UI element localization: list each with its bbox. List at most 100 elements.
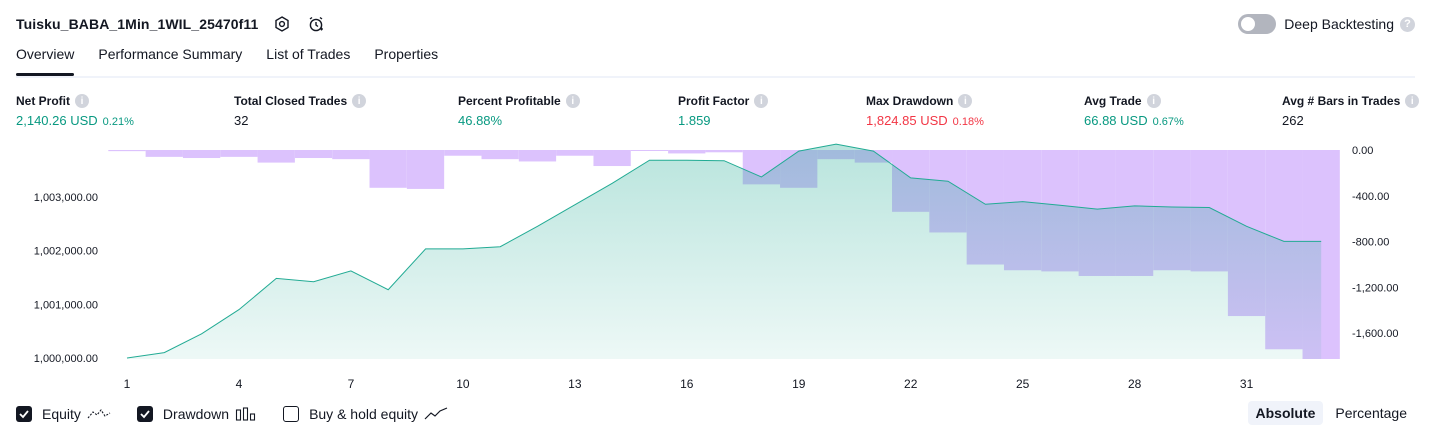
- metric-label: Total Closed Trades: [234, 94, 348, 108]
- info-icon[interactable]: i: [1146, 94, 1161, 108]
- metric-label: Net Profit: [16, 94, 70, 108]
- deep-backtesting-label: Deep Backtesting: [1284, 16, 1394, 32]
- metric-label: Max Drawdown: [866, 94, 954, 108]
- alarm-clock-icon[interactable]: [306, 14, 326, 34]
- equity-line-icon: [87, 407, 111, 421]
- equity-area: [127, 144, 1322, 359]
- x-tick-label: 22: [904, 377, 918, 391]
- drawdown-bar: [145, 150, 183, 157]
- metric-net-profit: Net Profit i 2,140.26 USD 0.21%: [16, 94, 134, 128]
- left-tick-label: 1,001,000.00: [34, 299, 98, 311]
- drawdown-bar: [481, 150, 519, 160]
- tab-overview[interactable]: Overview: [16, 46, 75, 76]
- metric-profit-factor: Profit Factor i 1.859: [678, 94, 769, 128]
- right-tick-label: -1,600.00: [1352, 328, 1398, 340]
- info-icon[interactable]: i: [565, 94, 580, 108]
- x-tick-label: 19: [792, 377, 806, 391]
- info-icon[interactable]: i: [352, 94, 367, 108]
- legend-buy-hold[interactable]: Buy & hold equity: [283, 406, 448, 422]
- metric-value: 1,824.85 USD: [866, 113, 948, 128]
- metric-value: 32: [234, 113, 249, 128]
- x-tick-label: 7: [348, 377, 355, 391]
- right-axis: 0.00 -400.00 -800.00 -1,200.00 -1,600.00: [1352, 145, 1398, 340]
- right-tick-label: -1,200.00: [1352, 282, 1398, 294]
- metric-label: Avg # Bars in Trades: [1282, 94, 1401, 108]
- tab-performance-summary[interactable]: Performance Summary: [98, 46, 243, 62]
- metric-pct: 0.67%: [1152, 116, 1184, 128]
- x-tick-label: 1: [124, 377, 131, 391]
- info-icon[interactable]: i: [754, 94, 769, 108]
- tab-properties[interactable]: Properties: [374, 46, 439, 62]
- legend-label: Buy & hold equity: [309, 406, 419, 422]
- left-tick-label: 1,003,000.00: [34, 192, 98, 204]
- legend-label: Drawdown: [162, 406, 230, 422]
- x-tick-label: 16: [680, 377, 694, 391]
- equity-drawdown-chart[interactable]: 1,000,000.00 1,001,000.00 1,002,000.00 1,00…: [0, 140, 1431, 395]
- buy-hold-checkbox[interactable]: [283, 406, 300, 422]
- chart-legend: Equity Drawdown Buy & hold equity: [16, 403, 474, 425]
- right-tick-label: 0.00: [1352, 145, 1373, 157]
- drawdown-bar: [556, 150, 594, 156]
- strategy-header: Tuisku_BABA_1Min_1WIL_25470f11: [16, 12, 326, 36]
- info-icon[interactable]: i: [958, 94, 973, 108]
- metric-avg-trade: Avg Trade i 66.88 USD 0.67%: [1084, 94, 1184, 128]
- tab-list-of-trades[interactable]: List of Trades: [266, 46, 351, 62]
- trend-line-icon: [424, 407, 448, 421]
- deep-backtesting-toggle[interactable]: [1238, 14, 1277, 34]
- info-icon[interactable]: i: [75, 94, 89, 108]
- drawdown-bar: [444, 150, 482, 156]
- settings-icon[interactable]: [272, 14, 292, 34]
- metric-pct: 0.18%: [952, 116, 984, 128]
- drawdown-bar: [593, 150, 631, 167]
- metric-pct: 0.21%: [102, 116, 134, 128]
- right-tick-label: -800.00: [1352, 237, 1389, 249]
- x-tick-label: 4: [236, 377, 243, 391]
- drawdown-bar: [406, 150, 445, 189]
- metric-avg-bars: Avg # Bars in Trades i 262: [1282, 94, 1420, 128]
- help-icon[interactable]: ?: [1400, 16, 1415, 32]
- right-tick-label: -400.00: [1352, 191, 1389, 203]
- metric-value: 262: [1282, 113, 1304, 128]
- metric-percent-profitable: Percent Profitable i 46.88%: [458, 94, 580, 128]
- x-tick-label: 25: [1016, 377, 1030, 391]
- mode-switch: Absolute Percentage: [1244, 401, 1416, 425]
- drawdown-bar: [518, 150, 557, 162]
- x-tick-label: 13: [568, 377, 582, 391]
- left-axis: 1,000,000.00 1,001,000.00 1,002,000.00 1,00…: [34, 192, 98, 365]
- drawdown-bar: [630, 150, 669, 151]
- metric-total-closed-trades: Total Closed Trades i 32: [234, 94, 367, 128]
- x-axis: 1 4 7 10 13 16 19 22 25 28 31: [124, 377, 1254, 391]
- drawdown-bar: [668, 150, 706, 154]
- metric-value: 2,140.26 USD: [16, 113, 98, 128]
- equity-checkbox[interactable]: [16, 406, 32, 422]
- drawdown-bar: [369, 150, 407, 188]
- drawdown-bar: [332, 150, 370, 160]
- deep-backtesting: Deep Backtesting ?: [1238, 12, 1415, 36]
- drawdown-checkbox[interactable]: [136, 406, 153, 422]
- drawdown-bar: [257, 150, 295, 163]
- legend-drawdown[interactable]: Drawdown: [136, 406, 257, 422]
- bar-chart-icon: [235, 407, 257, 421]
- left-tick-label: 1,002,000.00: [34, 246, 98, 258]
- metric-value: 1.859: [678, 113, 711, 128]
- x-tick-label: 28: [1128, 377, 1142, 391]
- info-icon[interactable]: i: [1405, 94, 1420, 108]
- drawdown-bar: [182, 150, 221, 159]
- equity-line: [126, 143, 1322, 359]
- drawdown-bar: [220, 150, 258, 157]
- metric-label: Percent Profitable: [458, 94, 561, 108]
- drawdown-bar: [705, 150, 743, 153]
- metric-max-drawdown: Max Drawdown i 1,824.85 USD 0.18%: [866, 94, 984, 128]
- tab-bar: Overview Performance Summary List of Tra…: [16, 46, 1415, 78]
- metric-label: Avg Trade: [1084, 94, 1142, 108]
- legend-label: Equity: [42, 406, 81, 422]
- metric-value: 46.88%: [458, 113, 503, 128]
- x-tick-label: 31: [1240, 377, 1254, 391]
- absolute-button[interactable]: Absolute: [1247, 401, 1324, 425]
- metric-value: 66.88 USD: [1084, 113, 1148, 128]
- percentage-button[interactable]: Percentage: [1335, 405, 1407, 421]
- drawdown-bar: [294, 150, 333, 159]
- left-tick-label: 1,000,000.00: [34, 353, 98, 365]
- metric-label: Profit Factor: [678, 94, 750, 108]
- legend-equity[interactable]: Equity: [16, 406, 111, 422]
